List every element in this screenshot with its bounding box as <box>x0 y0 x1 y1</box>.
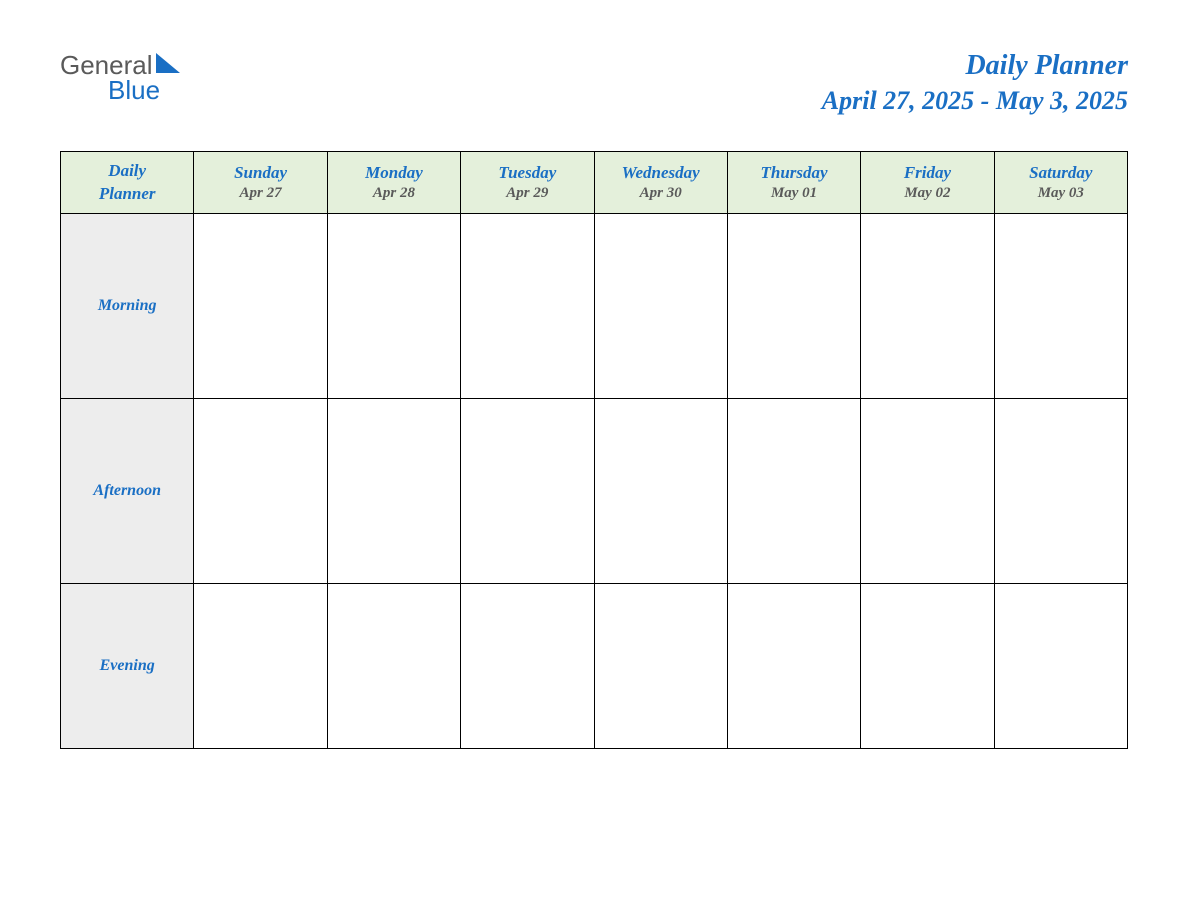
row-morning: Morning <box>61 214 1128 399</box>
day-header-wednesday: Wednesday Apr 30 <box>594 152 727 214</box>
day-date: Apr 29 <box>461 185 593 202</box>
day-date: Apr 30 <box>595 185 727 202</box>
day-date: May 03 <box>995 185 1127 202</box>
planner-cell[interactable] <box>461 584 594 749</box>
day-date: Apr 28 <box>328 185 460 202</box>
planner-cell[interactable] <box>861 214 994 399</box>
planner-cell[interactable] <box>994 399 1127 584</box>
planner-cell[interactable] <box>727 584 860 749</box>
corner-label-line1: Daily <box>61 160 193 182</box>
planner-cell[interactable] <box>461 214 594 399</box>
day-name: Thursday <box>728 163 860 183</box>
day-date: May 01 <box>728 185 860 202</box>
planner-cell[interactable] <box>194 399 327 584</box>
corner-label-line2: Planner <box>61 183 193 205</box>
header-row: General Blue Daily Planner April 27, 202… <box>60 50 1128 116</box>
planner-cell[interactable] <box>194 584 327 749</box>
planner-cell[interactable] <box>327 214 460 399</box>
date-range: April 27, 2025 - May 3, 2025 <box>822 86 1128 116</box>
day-name: Friday <box>861 163 993 183</box>
day-date: Apr 27 <box>194 185 326 202</box>
planner-cell[interactable] <box>594 584 727 749</box>
corner-header: Daily Planner <box>61 152 194 214</box>
day-name: Tuesday <box>461 163 593 183</box>
period-label-morning: Morning <box>61 214 194 399</box>
planner-cell[interactable] <box>994 584 1127 749</box>
planner-table: Daily Planner Sunday Apr 27 Monday Apr 2… <box>60 151 1128 749</box>
planner-cell[interactable] <box>994 214 1127 399</box>
day-name: Monday <box>328 163 460 183</box>
row-evening: Evening <box>61 584 1128 749</box>
day-header-thursday: Thursday May 01 <box>727 152 860 214</box>
planner-cell[interactable] <box>861 584 994 749</box>
planner-cell[interactable] <box>727 399 860 584</box>
period-label-evening: Evening <box>61 584 194 749</box>
row-afternoon: Afternoon <box>61 399 1128 584</box>
logo: General Blue <box>60 50 181 106</box>
day-header-friday: Friday May 02 <box>861 152 994 214</box>
day-name: Wednesday <box>595 163 727 183</box>
planner-cell[interactable] <box>594 214 727 399</box>
day-header-monday: Monday Apr 28 <box>327 152 460 214</box>
day-header-saturday: Saturday May 03 <box>994 152 1127 214</box>
day-header-sunday: Sunday Apr 27 <box>194 152 327 214</box>
planner-cell[interactable] <box>194 214 327 399</box>
planner-cell[interactable] <box>861 399 994 584</box>
day-name: Sunday <box>194 163 326 183</box>
day-date: May 02 <box>861 185 993 202</box>
planner-cell[interactable] <box>461 399 594 584</box>
planner-cell[interactable] <box>594 399 727 584</box>
planner-cell[interactable] <box>327 399 460 584</box>
logo-word-blue: Blue <box>108 75 160 106</box>
day-name: Saturday <box>995 163 1127 183</box>
period-label-afternoon: Afternoon <box>61 399 194 584</box>
planner-cell[interactable] <box>327 584 460 749</box>
planner-cell[interactable] <box>727 214 860 399</box>
header-row: Daily Planner Sunday Apr 27 Monday Apr 2… <box>61 152 1128 214</box>
page-title: Daily Planner <box>822 50 1128 82</box>
day-header-tuesday: Tuesday Apr 29 <box>461 152 594 214</box>
title-block: Daily Planner April 27, 2025 - May 3, 20… <box>822 50 1128 116</box>
